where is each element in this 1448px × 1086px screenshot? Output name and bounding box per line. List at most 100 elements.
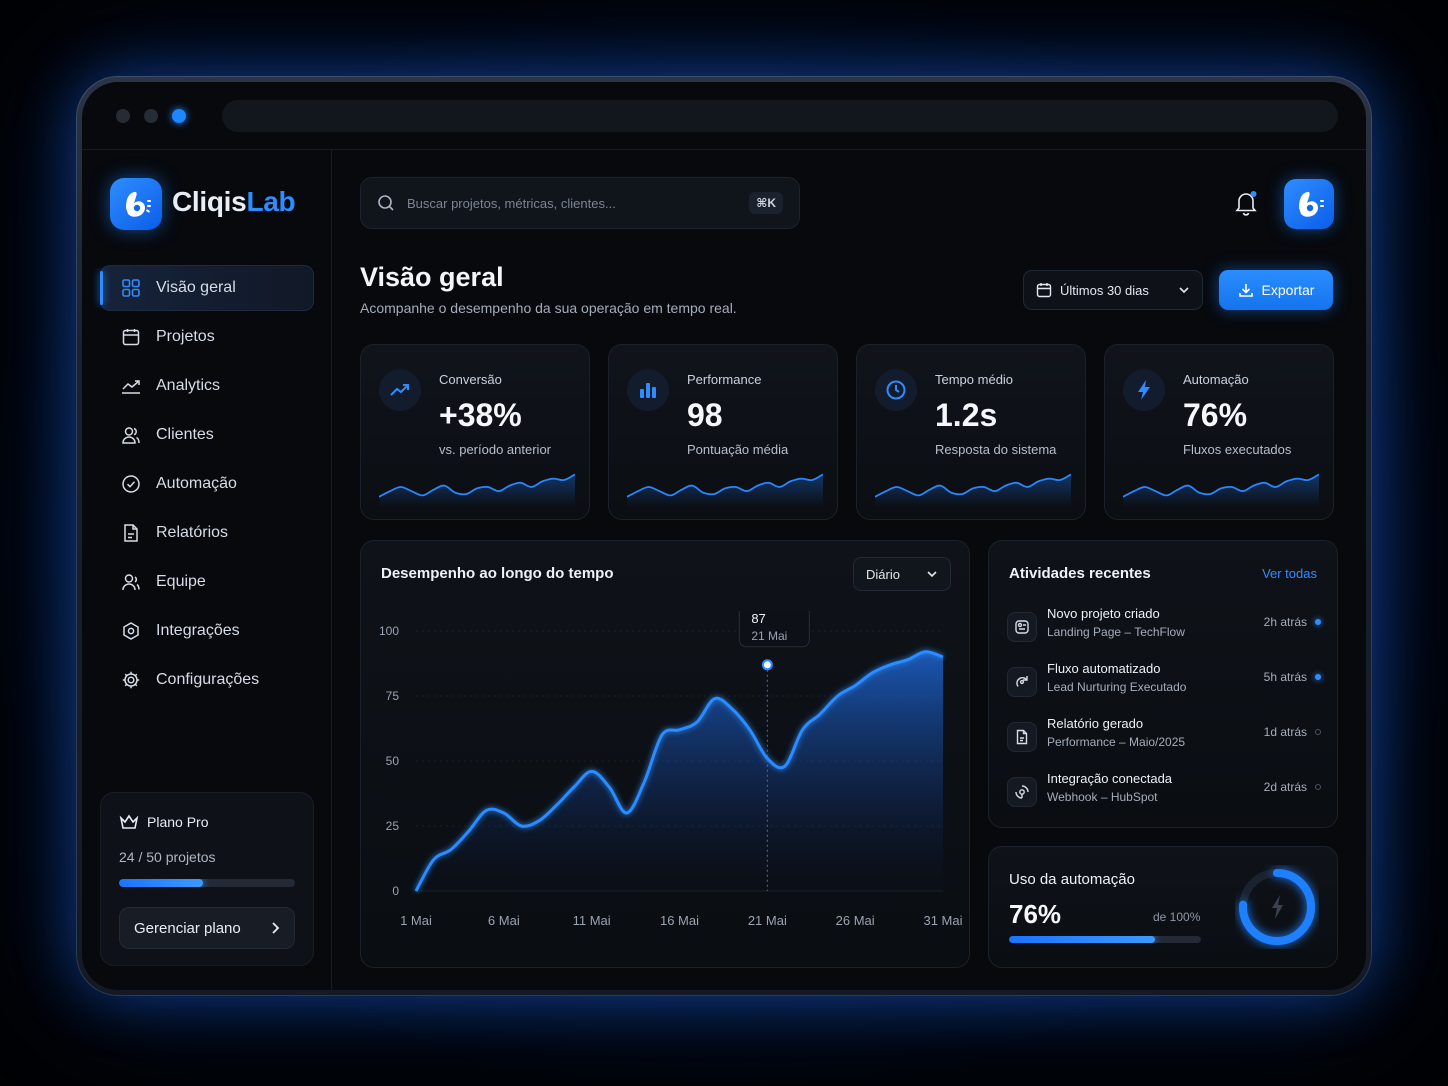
grid-icon <box>120 277 142 299</box>
brand-logo-icon <box>110 178 162 230</box>
kpi-value: +38% <box>439 397 522 433</box>
activity-title-text: Relatório gerado <box>1047 716 1144 731</box>
check-circle-icon <box>120 473 142 495</box>
hand-logo-icon <box>126 191 151 217</box>
chart-line-icon <box>120 375 142 397</box>
kpi-subtitle: vs. período anterior <box>439 442 552 457</box>
x-tick-label: 11 Mai <box>573 913 611 928</box>
y-tick-label: 75 <box>386 689 400 703</box>
plan-usage: 24 / 50 projetos <box>119 849 216 865</box>
activity-time: 5h atrás <box>1263 670 1307 684</box>
search-input[interactable]: Buscar projetos, métricas, clientes... ⌘… <box>360 177 800 229</box>
x-tick-label: 31 Mai <box>923 913 962 928</box>
sidebar-item-projetos[interactable]: Projetos <box>100 314 314 360</box>
kpi-value: 1.2s <box>935 397 998 433</box>
date-range-select[interactable]: Últimos 30 dias <box>1023 270 1203 310</box>
team-icon <box>120 571 142 593</box>
view-all-link[interactable]: Ver todas <box>1262 566 1317 581</box>
usage-progress-fill <box>1009 936 1155 943</box>
notification-button[interactable] <box>1232 188 1260 218</box>
recent-activity-card: Atividades recentes Ver todas Novo proje… <box>988 540 1338 828</box>
flow-icon <box>1007 667 1037 697</box>
kpi-value: 98 <box>687 397 723 433</box>
sidebar-item-visao-geral[interactable]: Visão geral <box>100 265 314 311</box>
granularity-label: Diário <box>866 566 900 582</box>
tooltip-point <box>761 659 773 671</box>
sidebar-item-equipe[interactable]: Equipe <box>100 559 314 605</box>
puzzle-icon <box>120 620 142 642</box>
activity-subtitle: Lead Nurturing Executado <box>1047 680 1187 694</box>
calendar-icon <box>120 326 142 348</box>
kpi-value: 76% <box>1183 397 1248 433</box>
granularity-select[interactable]: Diário <box>853 557 951 591</box>
tooltip-box <box>738 611 810 648</box>
search-placeholder: Buscar projetos, métricas, clientes... <box>407 195 616 211</box>
kpi-subtitle: Resposta do sistema <box>935 442 1057 457</box>
window-dot-active[interactable] <box>172 109 186 123</box>
kpi-card-tempo-medio[interactable]: Tempo médio 1.2s Resposta do sistema <box>856 344 1086 520</box>
chart-title: Desempenho ao longo do tempo <box>381 565 614 582</box>
avatar[interactable] <box>1284 179 1334 229</box>
activity-item[interactable]: Integração conectada Webhook – HubSpot 2… <box>1007 770 1321 814</box>
sidebar-item-analytics[interactable]: Analytics <box>100 363 314 409</box>
device-frame: CliqisLab Visão geral Projetos Analytics… <box>76 76 1372 996</box>
read-dot <box>1315 784 1321 790</box>
performance-chart-card: Desempenho ao longo do tempo Diário 0 25 5… <box>360 540 970 968</box>
sidebar-item-integracoes[interactable]: Integrações <box>100 608 314 654</box>
sidebar-item-label: Relatórios <box>156 524 229 541</box>
usage-ring-arc <box>1239 869 1315 945</box>
document-icon <box>120 522 142 544</box>
plan-progress-fill <box>119 879 204 887</box>
clock-icon <box>875 369 917 411</box>
activity-time: 1d atrás <box>1263 725 1307 739</box>
kpi-card-automacao[interactable]: Automação 76% Fluxos executados <box>1104 344 1334 520</box>
activity-title-text: Novo projeto criado <box>1047 606 1160 621</box>
project-icon <box>1007 612 1037 642</box>
kpi-sparkline <box>379 473 575 507</box>
y-tick-label: 0 <box>392 884 399 898</box>
x-tick-label: 6 Mai <box>488 913 520 928</box>
plan-progress-bar <box>119 879 295 887</box>
sidebar-item-relatorios[interactable]: Relatórios <box>100 510 314 556</box>
brand-name-accent: Lab <box>246 186 296 217</box>
activity-subtitle: Performance – Maio/2025 <box>1047 735 1186 749</box>
sidebar-item-label: Visão geral <box>156 279 236 296</box>
activity-item[interactable]: Fluxo automatizado Lead Nurturing Execut… <box>1007 660 1321 704</box>
calendar-icon <box>1036 283 1052 298</box>
plan-title: Plano Pro <box>119 813 295 831</box>
y-tick-label: 50 <box>386 754 400 768</box>
export-button[interactable]: Exportar <box>1219 270 1333 310</box>
date-range-label: Últimos 30 dias <box>1060 282 1149 298</box>
activity-subtitle: Landing Page – TechFlow <box>1047 625 1185 639</box>
search-shortcut-badge: ⌘K <box>749 192 783 214</box>
window-dot-close[interactable] <box>116 109 130 123</box>
activity-item[interactable]: Novo projeto criado Landing Page – TechF… <box>1007 605 1321 649</box>
activity-title-text: Integração conectada <box>1047 771 1173 786</box>
kpi-label: Tempo médio <box>935 372 1014 387</box>
sidebar-item-clientes[interactable]: Clientes <box>100 412 314 458</box>
activity-item[interactable]: Relatório gerado Performance – Maio/2025… <box>1007 715 1321 759</box>
y-tick-label: 25 <box>386 819 400 833</box>
sidebar-item-label: Integrações <box>156 622 240 639</box>
usage-of-label: de 100% <box>1153 910 1201 924</box>
kpi-card-conversao[interactable]: Conversão +38% vs. período anterior <box>360 344 590 520</box>
hand-logo-icon <box>1299 191 1324 217</box>
y-tick-label: 100 <box>379 624 399 638</box>
address-bar[interactable] <box>222 100 1338 132</box>
sidebar-nav: Visão geral Projetos Analytics Clientes … <box>100 265 314 706</box>
sidebar-item-label: Automação <box>156 475 237 492</box>
usage-ring-chart <box>1239 869 1315 945</box>
manage-plan-button[interactable]: Gerenciar plano <box>119 907 295 949</box>
sidebar-item-configuracoes[interactable]: Configurações <box>100 657 314 703</box>
sparkline-area <box>379 474 575 507</box>
kpi-card-performance[interactable]: Performance 98 Pontuação média <box>608 344 838 520</box>
page-title: Visão geral <box>360 262 504 292</box>
activity-time: 2d atrás <box>1263 780 1307 794</box>
lightning-icon <box>1272 895 1283 919</box>
performance-area-chart: 0 25 50 75 100 1 Mai 6 Mai 11 Mai 16 Mai 21 Mai 26… <box>379 611 963 928</box>
window-dot-minimize[interactable] <box>144 109 158 123</box>
sidebar-item-automacao[interactable]: Automação <box>100 461 314 507</box>
automation-usage-card: Uso da automação 76% de 100% <box>988 846 1338 968</box>
manage-plan-label: Gerenciar plano <box>134 919 241 937</box>
unread-dot <box>1315 619 1321 625</box>
